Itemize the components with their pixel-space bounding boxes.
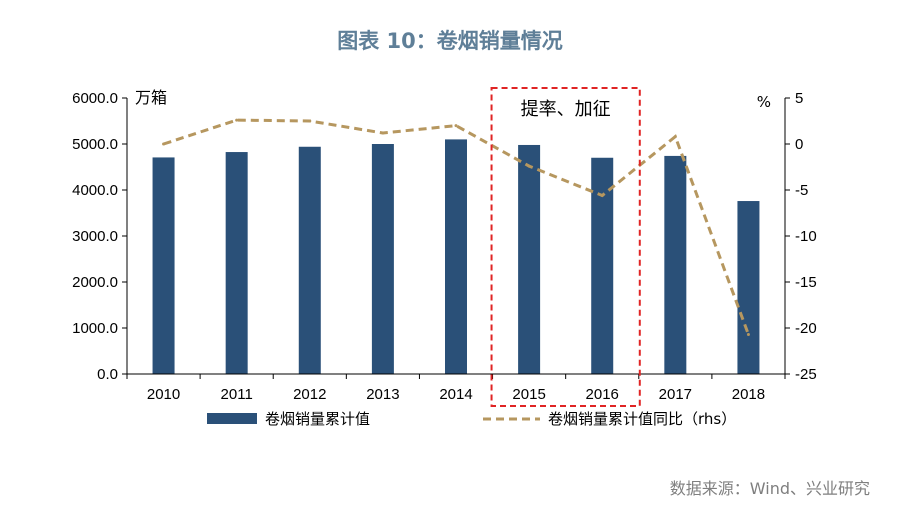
- legend-bar-label: 卷烟销量累计值: [265, 410, 370, 428]
- bar-2011: [225, 152, 248, 374]
- left-axis-unit: 万箱: [135, 88, 167, 107]
- yoy-point-2013: [381, 131, 385, 135]
- yoy-point-2015: [527, 164, 531, 168]
- bar-2015: [518, 144, 541, 374]
- x-tick-label-2015: 2015: [512, 386, 545, 403]
- left-tick-label: 5000.0: [72, 136, 118, 153]
- right-tick-label: -25: [795, 366, 817, 383]
- annotation-box: [490, 87, 641, 407]
- yoy-point-2014: [454, 124, 458, 128]
- x-tick-label-2017: 2017: [659, 386, 692, 403]
- x-tick-label-2011: 2011: [221, 386, 253, 403]
- plot-area: 0.0 1000.0 2000.0 3000.0 4000.0 5000.0 6000.0 万…: [72, 87, 817, 428]
- right-tick-label: -5: [795, 182, 808, 199]
- yoy-point-2012: [308, 119, 312, 123]
- legend-line-label: 卷烟销量累计值同比（rhs）: [548, 410, 736, 428]
- yoy-point-2011: [235, 118, 239, 122]
- x-tick-label-2012: 2012: [293, 386, 326, 403]
- left-tick-label: 6000.0: [72, 90, 118, 107]
- left-tick-label: 1000.0: [72, 320, 118, 337]
- bar-2012: [298, 146, 321, 374]
- x-tick-label-2014: 2014: [439, 386, 472, 403]
- x-tick-label-2013: 2013: [366, 386, 399, 403]
- figure-title: 图表 10：卷烟销量情况: [337, 29, 563, 53]
- right-tick-label: 5: [795, 90, 803, 107]
- left-tick-label: 3000.0: [72, 228, 118, 245]
- bar-2013: [371, 144, 394, 374]
- legend-bar-swatch: [207, 413, 257, 424]
- bar-2010: [152, 157, 175, 374]
- yoy-line: [163, 118, 750, 335]
- x-tick-label-2010: 2010: [147, 386, 180, 403]
- right-tick-label: -10: [795, 228, 817, 245]
- left-tick-label: 4000.0: [72, 182, 118, 199]
- yoy-point-2017: [673, 135, 677, 139]
- right-tick-label: -15: [795, 274, 817, 291]
- source-note: 数据来源：Wind、兴业研究: [670, 479, 870, 498]
- yoy-point-2018: [746, 332, 750, 336]
- bar-2016: [591, 157, 614, 374]
- right-tick-label: 0: [795, 136, 803, 153]
- x-tick-label-2016: 2016: [586, 386, 619, 403]
- left-tick-label: 0.0: [97, 366, 118, 383]
- left-tick-label: 2000.0: [72, 274, 118, 291]
- bar-2014: [445, 139, 467, 374]
- right-axis-unit: %: [757, 93, 771, 111]
- x-tick-label-2018: 2018: [732, 386, 765, 403]
- annotation-label: 提率、加征: [521, 99, 611, 120]
- yoy-point-2010: [162, 142, 166, 146]
- right-tick-label: -20: [795, 320, 817, 337]
- bar-2018: [737, 201, 760, 374]
- yoy-point-2016: [600, 194, 604, 198]
- bar-2017: [664, 155, 687, 374]
